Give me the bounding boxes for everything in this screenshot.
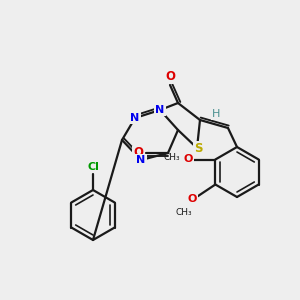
Text: H: H [212,109,220,119]
Text: O: O [133,146,143,160]
Text: N: N [136,155,146,165]
Text: Cl: Cl [87,162,99,172]
Text: O: O [165,70,175,83]
Text: N: N [155,105,165,115]
Text: O: O [188,194,197,205]
Text: CH₃: CH₃ [175,208,192,217]
Text: O: O [184,154,193,164]
Text: CH₃: CH₃ [163,153,180,162]
Text: S: S [194,142,202,154]
Text: N: N [130,113,140,123]
